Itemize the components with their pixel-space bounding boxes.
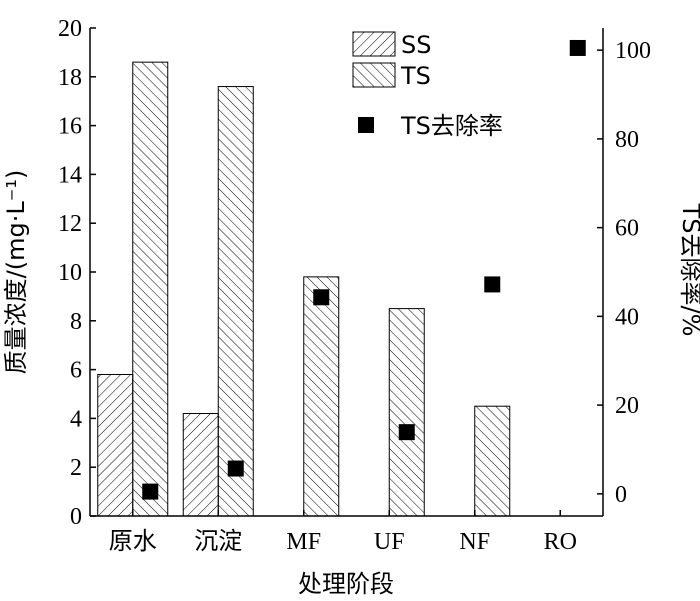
y-tick-label: 12	[58, 211, 82, 237]
ss-bars	[97, 373, 219, 517]
removal-rate-point	[569, 39, 586, 56]
removal-rate-point	[227, 460, 244, 477]
y2-tick-label: 80	[615, 127, 639, 153]
y2-tick-label: 20	[615, 393, 639, 419]
removal-rate-points	[142, 39, 586, 500]
y-axis-title: 质量浓度/(mg·L⁻¹)	[2, 170, 30, 375]
ts-bar	[303, 276, 340, 517]
legend: SS TS TS去除率	[352, 31, 503, 140]
ts-bar	[217, 86, 254, 517]
removal-rate-point	[142, 483, 159, 500]
x-tick-label: RO	[544, 529, 577, 555]
x-axis-ticks: 原水 沉淀 MF UF NF RO	[109, 510, 577, 555]
x-axis-title: 处理阶段	[298, 570, 394, 598]
legend-ss-label: SS	[401, 31, 431, 59]
x-tick-label: NF	[459, 529, 490, 555]
removal-rate-point	[484, 276, 501, 293]
y-tick-label: 2	[70, 455, 82, 481]
y2-tick-label: 0	[615, 482, 627, 508]
y2-tick-label: 60	[615, 216, 639, 242]
removal-rate-point	[313, 289, 330, 306]
y-tick-label: 6	[70, 358, 82, 384]
y-tick-label: 10	[58, 260, 82, 286]
y-tick-label: 20	[58, 16, 82, 42]
x-tick-label: 沉淀	[194, 528, 242, 555]
ss-bar	[97, 373, 134, 517]
legend-removal-label: TS去除率	[400, 112, 503, 140]
y2-axis-ticks: 0 20 40 60 80 100	[597, 38, 651, 508]
y2-tick-label: 100	[615, 38, 651, 64]
y2-axis-title: TS去除率/%	[677, 203, 700, 337]
legend-ts-label: TS	[400, 62, 431, 90]
x-tick-label: UF	[374, 529, 405, 555]
y-axis-ticks: 0 2 4 6 8 10 12 14 16 18 20	[58, 16, 96, 530]
y-tick-label: 14	[58, 162, 82, 188]
legend-ss-swatch	[352, 31, 396, 57]
ts-bars	[132, 61, 511, 517]
removal-rate-point	[398, 424, 415, 441]
x-tick-label: 原水	[109, 528, 157, 555]
ts-bar	[388, 308, 425, 517]
y2-tick-label: 40	[615, 304, 639, 330]
y-tick-label: 16	[58, 114, 82, 140]
x-tick-label: MF	[286, 529, 321, 555]
ts-bar	[132, 61, 169, 517]
legend-removal-marker	[358, 117, 374, 133]
ts-bar	[474, 405, 511, 517]
legend-ts-swatch	[352, 62, 396, 88]
y-tick-label: 0	[70, 504, 82, 530]
y-tick-label: 8	[70, 309, 82, 335]
ss-bar	[182, 413, 219, 517]
y-tick-label: 4	[70, 406, 82, 432]
y-tick-label: 18	[58, 65, 82, 91]
